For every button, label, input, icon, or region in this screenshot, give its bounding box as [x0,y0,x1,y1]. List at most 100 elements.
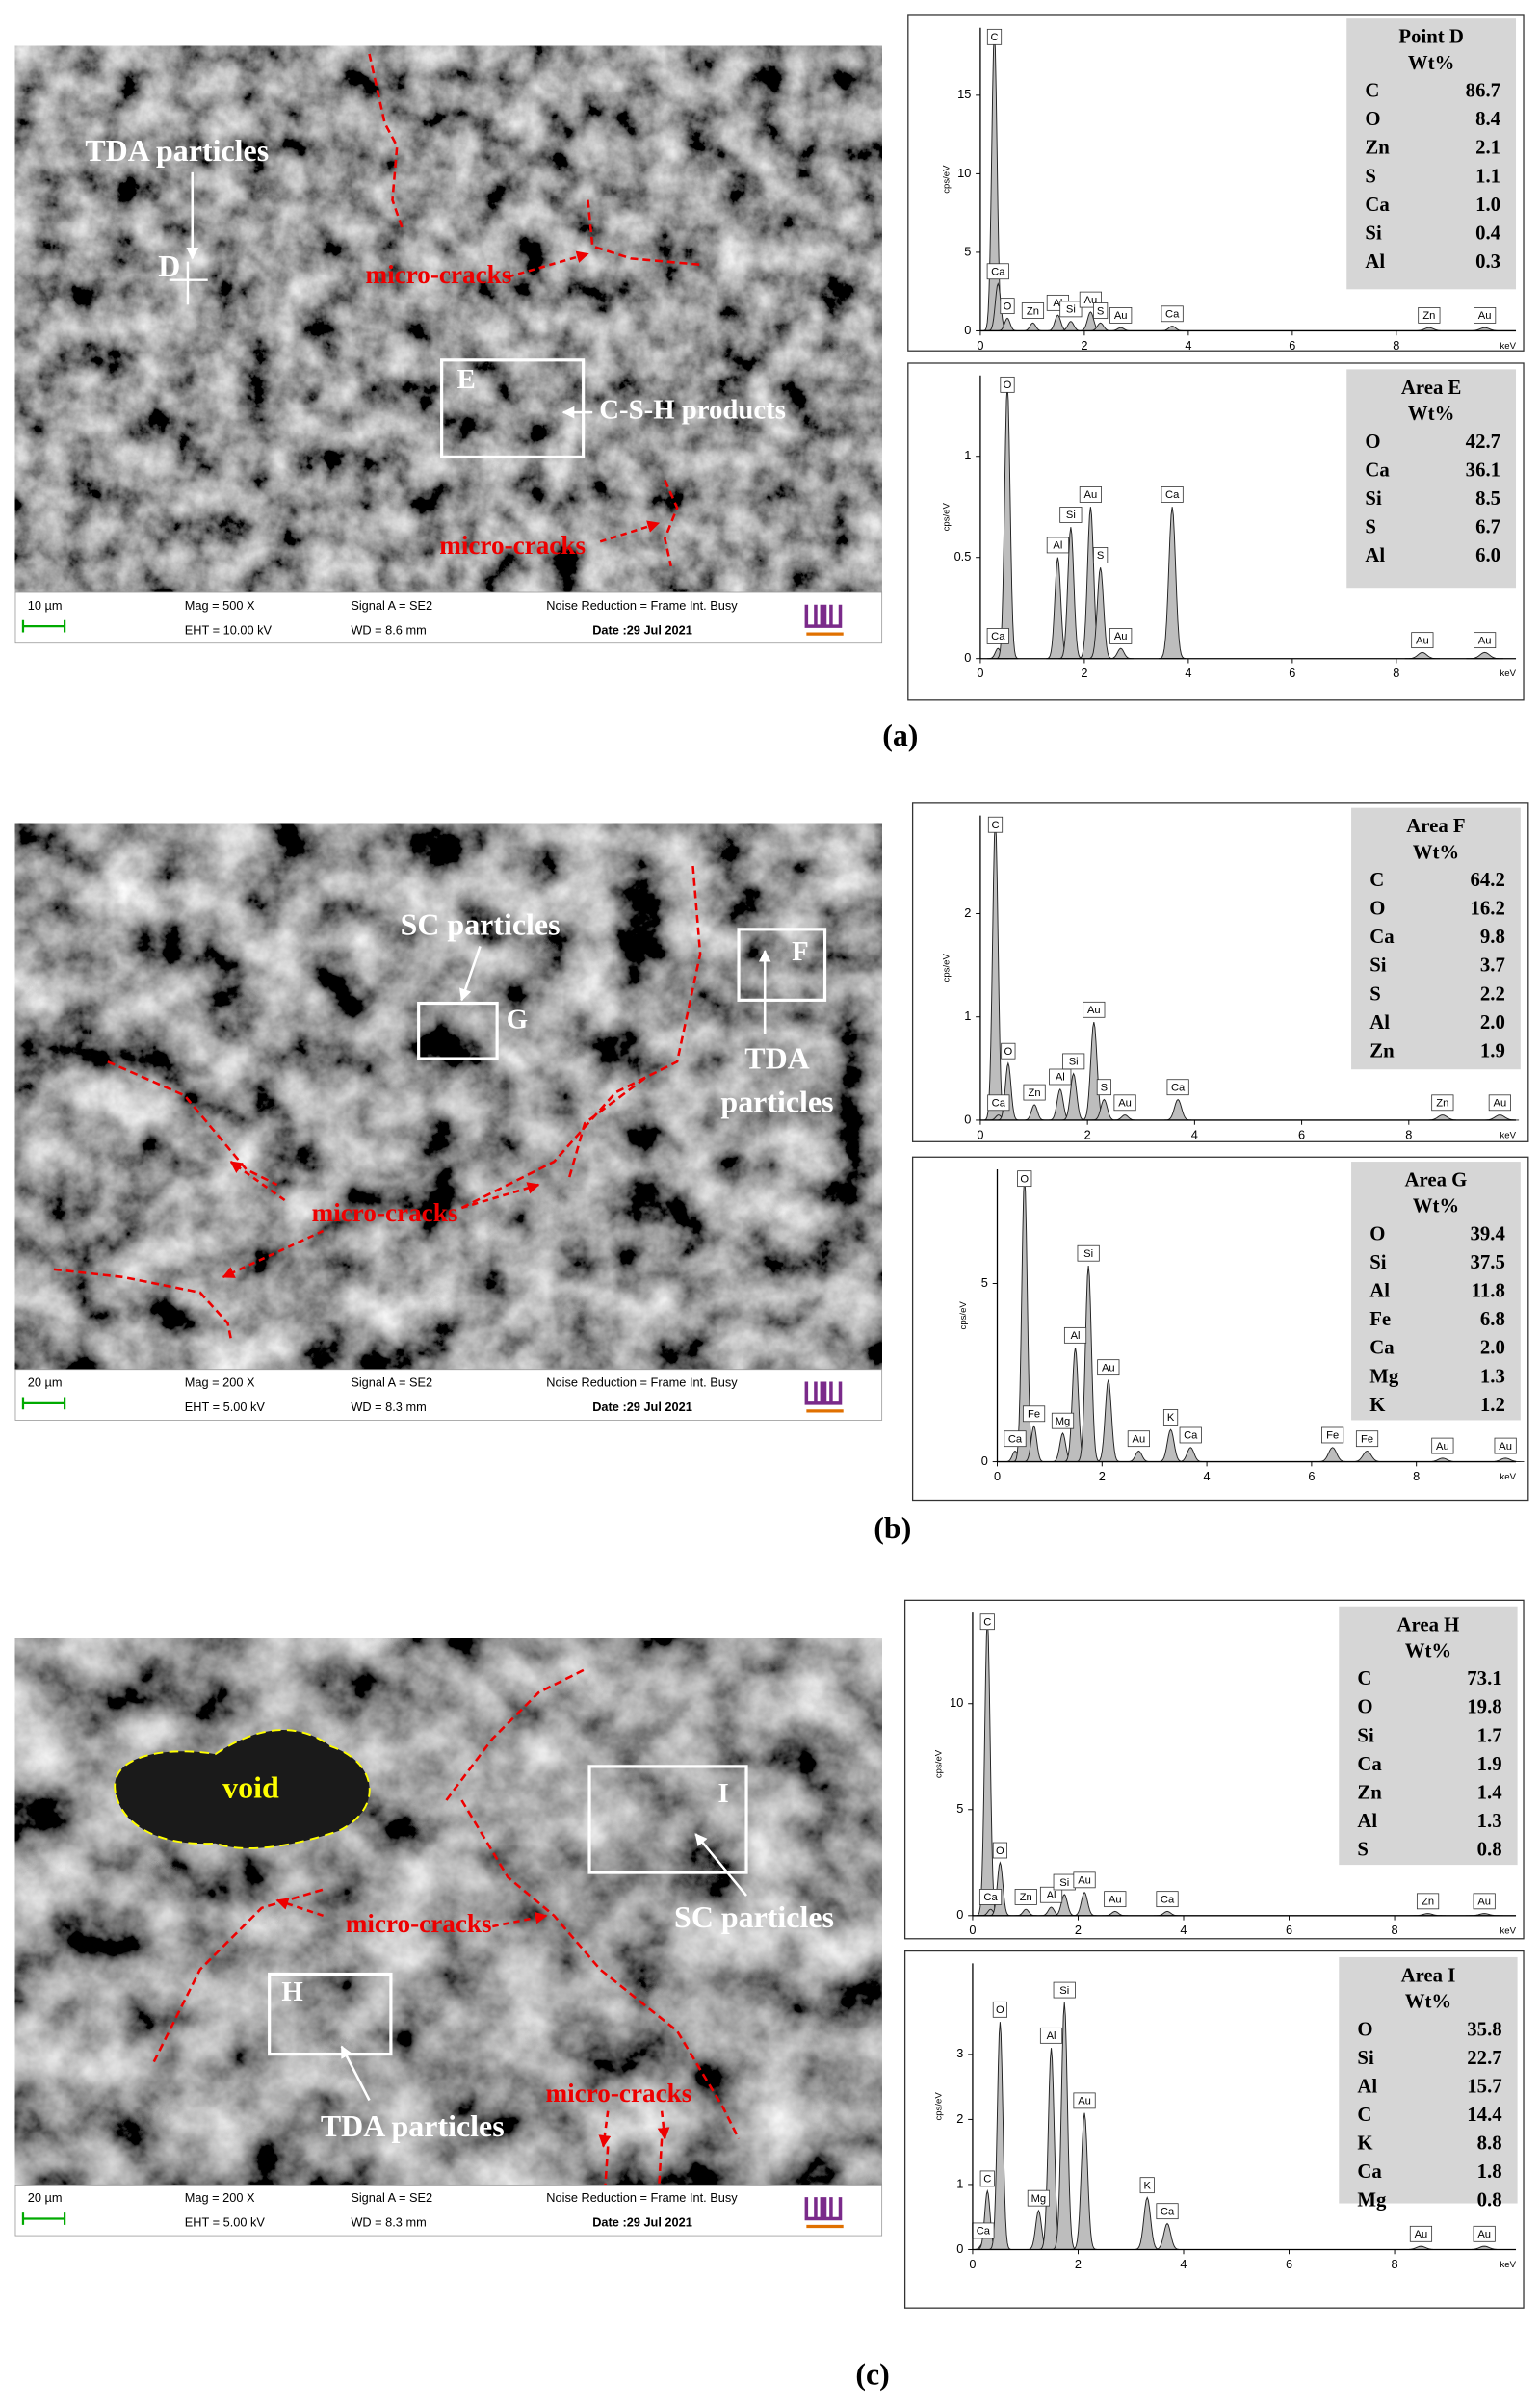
peak-label-box [1004,1430,1027,1448]
table-value: 15.7 [1467,2075,1501,2097]
peak [1087,567,1113,660]
peak-label-box [1083,1001,1106,1018]
x-tick-label: 8 [1413,1469,1420,1483]
table-value: 1.0 [1475,194,1500,216]
peak-label: Au [1118,1098,1132,1110]
peak-label: Au [1478,310,1492,322]
table-element: C [1357,2104,1371,2126]
sem-label: SC particles [674,1900,834,1934]
peak-label-box [1062,1053,1085,1070]
table-value: 3.7 [1480,955,1505,977]
peak-label-box [1139,2177,1155,2194]
peak-label: Au [1102,1362,1115,1374]
crack [53,1268,232,1340]
peak-label-box [1096,1079,1111,1096]
wt-table [1351,807,1521,1070]
peak-label-box [979,1613,995,1631]
x-unit: keV [1500,668,1517,679]
peak-label-box [1409,2225,1433,2242]
peak-label-box [1049,1068,1072,1086]
peak-label-box [1161,305,1184,323]
peak-label-box [1113,1094,1136,1112]
panel-caption: (a) [882,719,918,752]
table-title: Area E [1401,377,1461,399]
peak-label: Au [1109,1894,1122,1905]
x-tick-label: 6 [1289,338,1295,353]
table-value: 6.7 [1475,515,1500,537]
peak-label: Au [1494,1098,1507,1110]
peak-label-box [987,1094,1010,1112]
x-unit: keV [1500,2260,1517,2270]
table-unit: Wt% [1408,403,1454,425]
peak-label-box [1355,1430,1379,1448]
peak-label-box [1127,1430,1150,1448]
y-tick-label: 2 [956,2111,963,2126]
sem-label: C-S-H products [599,395,786,426]
x-tick-label: 4 [1180,2257,1187,2271]
table-element: Al [1357,1810,1377,1832]
peak-label: Ca [1161,2206,1175,2217]
peak-label-box [1179,1426,1202,1444]
peak-label-box [1109,628,1133,644]
table-element: S [1365,515,1376,537]
panel-caption: (b) [874,1511,911,1545]
crack [664,479,679,567]
peak-label: O [996,1845,1004,1857]
table-value: 86.7 [1466,80,1500,102]
table-element: Ca [1365,458,1390,481]
peak-label: Zn [1027,305,1039,317]
y-axis-label: cps/eV [933,2092,944,2121]
wt-table [1346,369,1517,589]
table-unit: Wt% [1408,52,1454,74]
peak-label: Au [1078,1875,1091,1887]
x-unit: keV [1500,1130,1517,1140]
x-tick-label: 6 [1298,1127,1305,1141]
table-value: 1.3 [1477,1810,1502,1832]
info-wd: WD = 8.3 mm [351,2215,426,2230]
peak-label: Au [1114,631,1128,642]
table-element: Si [1357,2047,1374,2069]
x-tick-label: 0 [969,1923,976,1937]
y-tick-label: 0 [956,2241,963,2256]
scale-bar [21,1397,66,1410]
table-element: K [1357,2133,1372,2155]
table-value: 1.2 [1480,1394,1505,1416]
table-value: 35.8 [1467,2018,1501,2040]
x-tick-label: 0 [977,1127,983,1141]
peak-label: Si [1059,1877,1069,1889]
peak-label-box [1431,1437,1454,1454]
x-tick-label: 0 [977,338,983,353]
sem-image [14,1638,882,2186]
peak [1096,1379,1121,1463]
peak [1159,507,1187,660]
logo [804,1381,843,1405]
peak-label-box [986,263,1009,280]
peak-label-box [1021,302,1045,319]
peak-label-box [1039,2027,1063,2044]
x-tick-label: 8 [1393,338,1399,353]
y-axis-label: cps/eV [941,165,952,194]
x-tick-label: 0 [969,2257,976,2271]
table-element: Al [1357,2075,1377,2097]
peak-label: O [1004,380,1012,391]
table-unit: Wt% [1413,841,1459,863]
y-tick-label: 1 [964,448,971,462]
peak-label-box [1000,298,1015,315]
void-outline [114,1729,371,1849]
table-value: 0.4 [1475,222,1500,244]
peak-label-box [1017,1170,1032,1188]
peak-label-box [1001,1042,1016,1060]
y-tick-label: 2 [964,905,971,920]
x-tick-label: 4 [1185,666,1191,680]
table-element: O [1369,898,1385,920]
scale-bar [21,619,66,633]
table-element: Ca [1365,194,1390,216]
sem-label: TDA [744,1042,809,1076]
arrow [340,2045,371,2102]
crack [368,53,404,232]
scale-bar [21,2212,66,2225]
x-tick-label: 4 [1204,1469,1211,1483]
peak-label-box [1156,2203,1179,2220]
y-axis-label: cps/eV [941,954,952,982]
peak-label: Mg [1056,1416,1071,1427]
